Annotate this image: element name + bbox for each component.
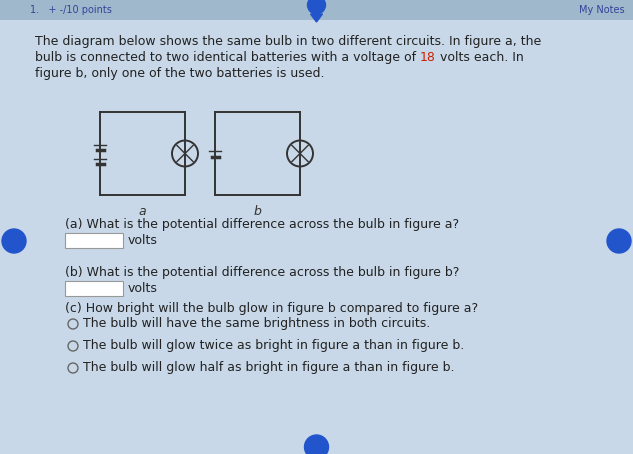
Bar — [0, 0, 633, 20]
Text: (c) How bright will the bulb glow in figure b compared to figure a?: (c) How bright will the bulb glow in fig… — [65, 302, 478, 315]
Text: volts: volts — [128, 234, 158, 247]
Circle shape — [308, 0, 325, 14]
Text: bulb is connected to two identical batteries with a voltage of: bulb is connected to two identical batte… — [35, 51, 420, 64]
Text: My Notes: My Notes — [579, 5, 625, 15]
Bar — [65, 281, 123, 296]
Text: volts: volts — [128, 282, 158, 295]
Text: 1.   + -/10 points: 1. + -/10 points — [30, 5, 112, 15]
Text: (a) What is the potential difference across the bulb in figure a?: (a) What is the potential difference acr… — [65, 218, 459, 231]
Text: 18: 18 — [420, 51, 436, 64]
Polygon shape — [311, 14, 322, 22]
Bar — [65, 233, 123, 248]
Text: figure b, only one of the two batteries is used.: figure b, only one of the two batteries … — [35, 67, 325, 80]
Text: (b) What is the potential difference across the bulb in figure b?: (b) What is the potential difference acr… — [65, 266, 460, 279]
Text: The bulb will glow twice as bright in figure a than in figure b.: The bulb will glow twice as bright in fi… — [83, 340, 464, 352]
Text: a: a — [139, 205, 146, 218]
Text: b: b — [254, 205, 261, 218]
Text: The bulb will glow half as bright in figure a than in figure b.: The bulb will glow half as bright in fig… — [83, 361, 454, 375]
Text: The diagram below shows the same bulb in two different circuits. In figure a, th: The diagram below shows the same bulb in… — [35, 35, 541, 48]
Circle shape — [2, 229, 26, 253]
Circle shape — [304, 435, 329, 454]
Text: volts each. In: volts each. In — [436, 51, 523, 64]
Text: The bulb will have the same brightness in both circuits.: The bulb will have the same brightness i… — [83, 317, 430, 331]
Circle shape — [607, 229, 631, 253]
